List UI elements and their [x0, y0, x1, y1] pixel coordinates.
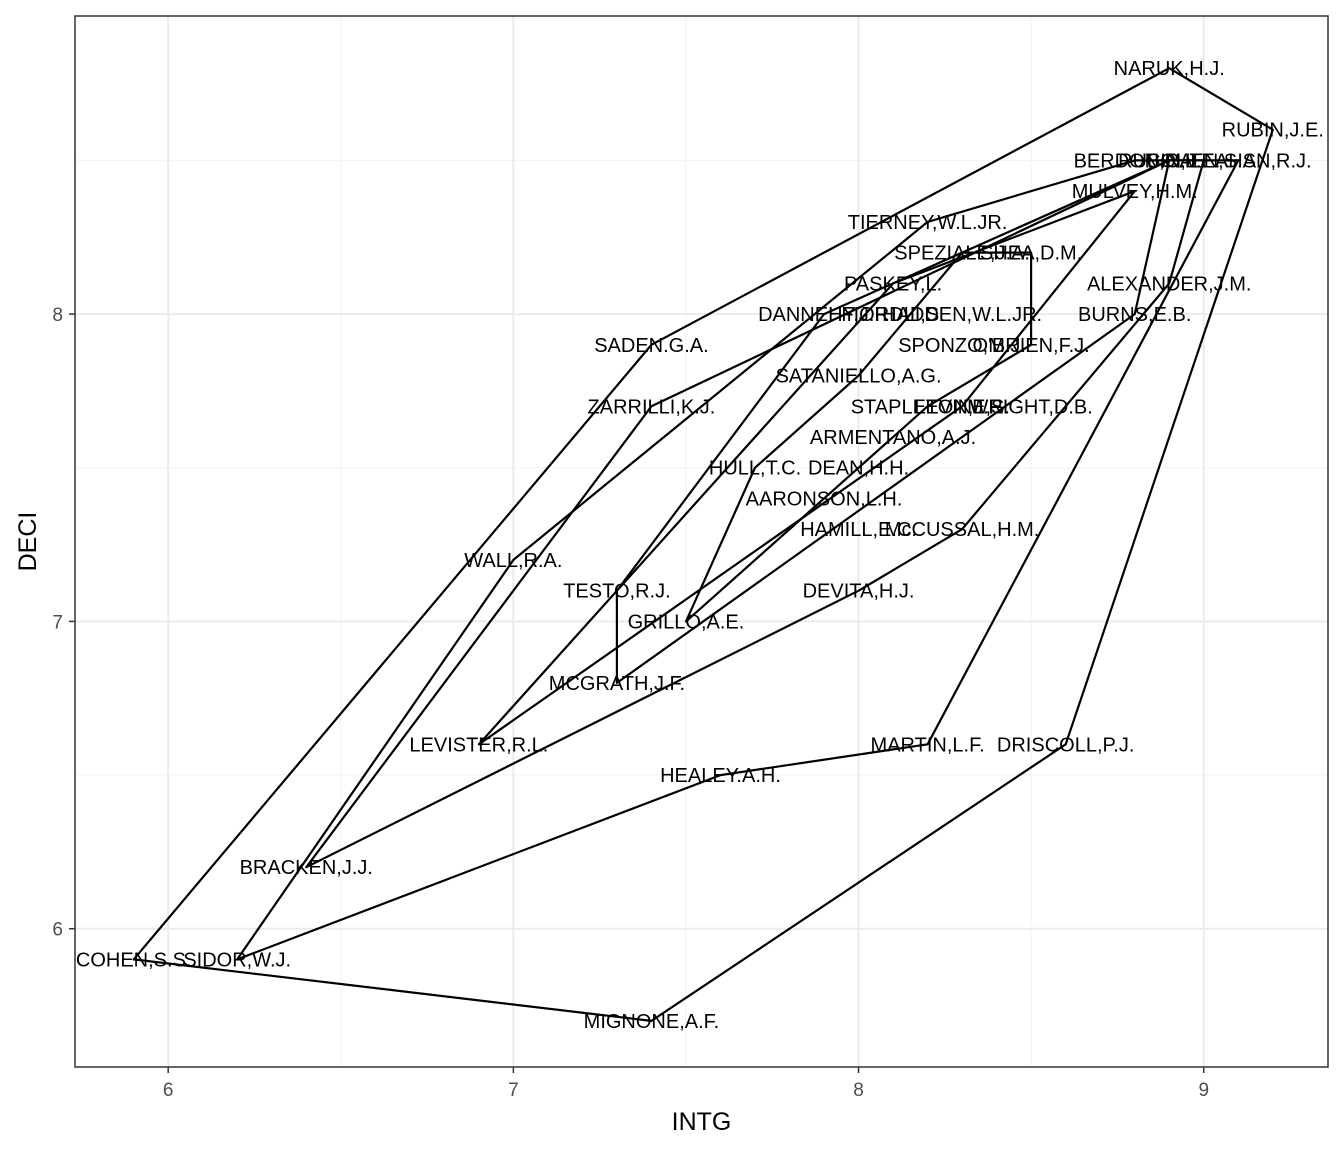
grid-major-lines — [75, 16, 1328, 1067]
point-label: STAPLETON,J.F. — [851, 396, 1005, 418]
point-labels: NARUK,H.J.RUBIN,J.E.BERDON,R.I.RUBIN,J.E… — [76, 58, 1324, 1033]
point-label: HADDEN,W.L.JR. — [882, 304, 1042, 326]
x-axis-title: INTG — [672, 1108, 732, 1136]
point-label: McCUSSAL,H.M. — [885, 519, 1039, 541]
hull-layer-1 — [132, 67, 1274, 1023]
point-label: SIDOR,W.J. — [183, 949, 291, 971]
point-label: WRIGHT,D.B. — [969, 396, 1092, 418]
point-label: RUBIN,J.E. — [1222, 120, 1324, 142]
point-label: ALEXANDER,J.M. — [1087, 273, 1251, 295]
point-label: COHEN,S.S. — [76, 949, 192, 971]
point-label: WALL,R.A. — [464, 550, 562, 572]
hull-layer-2 — [236, 159, 1240, 961]
x-tick-label: 6 — [163, 1080, 174, 1101]
point-label: O'BRIEN,F.J. — [973, 335, 1090, 357]
point-label: BRACKEN,J.J. — [240, 857, 373, 879]
point-label: GRILLO,A.E. — [628, 611, 745, 633]
axis-tick-labels: 6 7 8 9 6 7 8 — [52, 305, 1209, 1101]
point-label: MIGNONE,A.F. — [584, 1011, 720, 1033]
point-label: SPONZO,M.J. — [898, 335, 1026, 357]
x-tick-label: 9 — [1198, 1080, 1209, 1101]
y-axis-title: DECI — [14, 512, 42, 572]
y-tick-label: 6 — [52, 920, 63, 941]
point-label: TESTO,R.J. — [563, 581, 670, 603]
point-label: TIERNEY,W.L.JR. — [848, 212, 1008, 234]
point-label: RUBIN,J.E. — [1118, 150, 1220, 172]
panel-border — [74, 15, 1329, 1068]
point-label: DEVITA,H.J. — [803, 581, 915, 603]
point-label: MARTIN,L.F. — [871, 734, 985, 756]
point-label: MULVEY,H.M. — [1072, 181, 1198, 203]
point-label: HAMILL,E.C. — [800, 519, 917, 541]
point-label: CALLAHAN,R.J. — [1165, 150, 1312, 172]
point-label: DANNEHY,J.F. — [758, 304, 890, 326]
point-label: SADEN.G.A. — [594, 335, 708, 357]
point-label: DEAN,H.H. — [808, 458, 909, 480]
point-label: LEVINE,S. — [914, 396, 1010, 418]
point-label: SHEA,D.M. — [980, 243, 1082, 265]
point-label: AARONSON,L.H. — [746, 488, 903, 510]
point-label: BURNS,E.B. — [1078, 304, 1191, 326]
x-tick-label: 7 — [508, 1080, 519, 1101]
x-tick-label: 8 — [853, 1080, 864, 1101]
y-tick-label: 8 — [52, 305, 63, 326]
hull-layer-3 — [305, 159, 1205, 869]
point-label: HEALEY.A.H. — [660, 765, 781, 787]
point-label: SPEZIALE,J.A. — [894, 243, 1030, 265]
axis-ticks — [69, 313, 1205, 1073]
point-label: FIORDLI,S. — [841, 304, 944, 326]
hull-polygons — [132, 67, 1274, 1023]
point-label: LEVISTER,R.L. — [409, 734, 548, 756]
y-tick-label: 7 — [52, 612, 63, 633]
point-label: ZARRILLI,K.J. — [588, 396, 716, 418]
point-label: HULL,T.C. — [709, 458, 801, 480]
point-label: SATANIELLO,A.G. — [776, 366, 942, 388]
point-label: ARMENTANO,A.J. — [810, 427, 976, 449]
point-label: PASKEY,L. — [844, 273, 942, 295]
point-label: DRISCOLL,P.J. — [997, 734, 1134, 756]
point-label: MCGRATH,J.F. — [549, 673, 685, 695]
hull-layer-4 — [615, 159, 1171, 685]
point-label: BERDON,R.I. — [1074, 150, 1196, 172]
point-label: NARUK,H.J. — [1114, 58, 1225, 80]
point-label: COHEN,S.S. — [1146, 150, 1262, 172]
hull-layer-6 — [684, 251, 1033, 623]
